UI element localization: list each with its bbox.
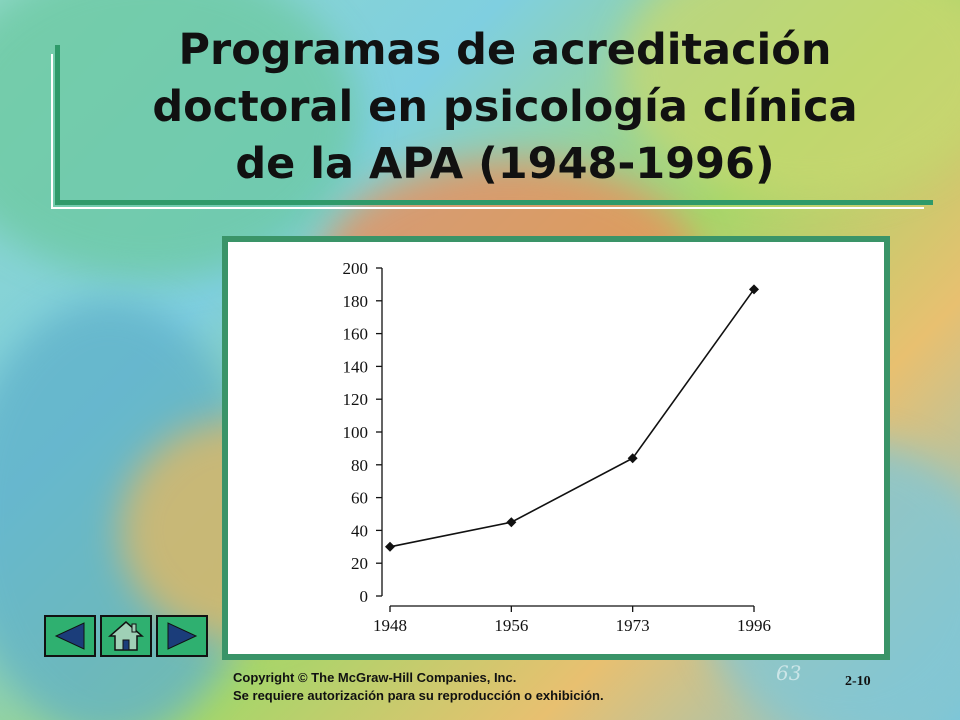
x-tick-label: 1996 — [737, 616, 771, 635]
y-tick-label: 0 — [360, 587, 369, 606]
y-tick-label: 200 — [343, 259, 369, 278]
copyright-notice: Copyright © The McGraw-Hill Companies, I… — [233, 669, 604, 705]
slide-number: 2-10 — [845, 674, 871, 689]
line-chart: 0 20 40 60 80 100 120 140 160 180 200 1948 1956 1973 1… — [343, 259, 772, 635]
y-tick-label: 160 — [343, 325, 369, 344]
home-button[interactable] — [100, 615, 152, 657]
left-triangle-icon — [54, 622, 85, 650]
y-tick-label: 60 — [351, 489, 368, 508]
data-point — [749, 284, 759, 295]
publisher-logo: 63 — [776, 661, 802, 685]
home-icon — [108, 621, 144, 651]
y-tick-label: 140 — [343, 357, 369, 376]
title-line: de la APA (1948-1996) — [235, 139, 775, 189]
data-point — [627, 453, 638, 464]
next-slide-button[interactable] — [156, 615, 208, 657]
y-tick-label: 180 — [343, 292, 369, 311]
y-tick-label: 80 — [351, 456, 368, 475]
slide-title: Programas de acreditación doctoral en ps… — [70, 22, 940, 193]
y-tick-label: 40 — [351, 521, 368, 540]
copyright-line: Copyright © The McGraw-Hill Companies, I… — [233, 670, 517, 685]
x-tick-label: 1948 — [373, 616, 407, 635]
x-tick-label: 1973 — [616, 616, 650, 635]
data-point — [385, 541, 395, 552]
title-rule — [51, 45, 933, 209]
y-tick-label: 100 — [343, 423, 369, 442]
chart-panel: 0 20 40 60 80 100 120 140 160 180 200 1948 1956 1973 1… — [222, 236, 890, 660]
data-point — [506, 517, 517, 528]
prev-slide-button[interactable] — [44, 615, 96, 657]
y-tick-label: 120 — [343, 390, 369, 409]
title-line: Programas de acreditación — [178, 25, 832, 75]
series-line — [389, 288, 755, 548]
right-triangle-icon — [167, 622, 198, 650]
copyright-line: Se requiere autorización para su reprodu… — [233, 688, 604, 703]
x-tick-label: 1956 — [494, 616, 528, 635]
title-line: doctoral en psicología clínica — [152, 82, 858, 132]
y-tick-label: 20 — [351, 554, 368, 573]
